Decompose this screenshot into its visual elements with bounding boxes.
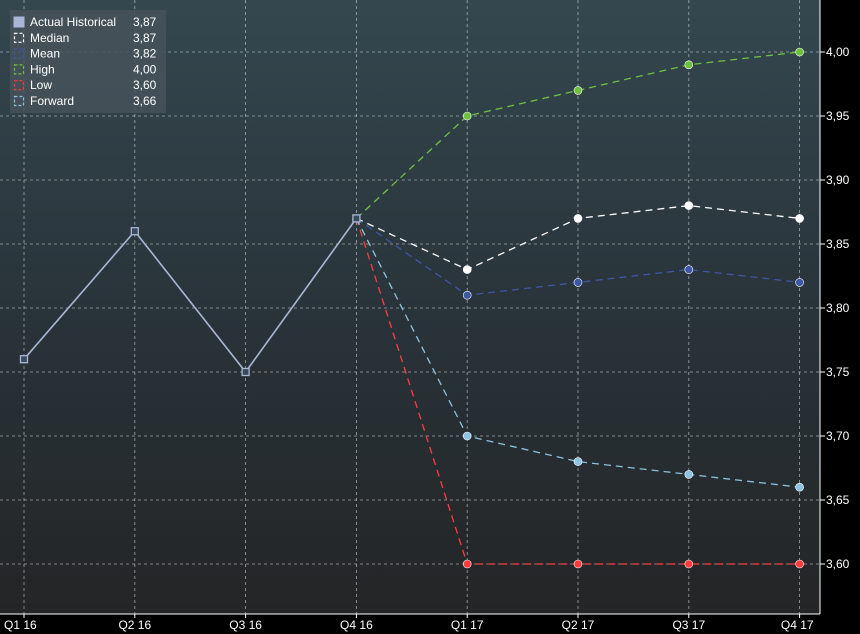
y-tick-label: 4,00: [826, 45, 850, 59]
x-tick-label: Q4 17: [781, 618, 814, 632]
data-point-actual-historical: [241, 367, 250, 377]
legend-value: 3,87: [133, 31, 157, 45]
data-point-mean: [795, 278, 804, 287]
data-point-high: [573, 86, 583, 95]
data-point-forward: [795, 482, 804, 492]
data-point-high: [462, 111, 472, 121]
y-tick-label: 3,60: [826, 557, 850, 571]
legend-label: High: [30, 62, 55, 76]
y-tick-label: 3,75: [826, 365, 850, 379]
bottom-axis-band: [0, 614, 860, 634]
legend-swatch: [13, 32, 25, 43]
series-line-forward: [355, 218, 800, 488]
data-point-median: [462, 265, 472, 274]
legend-swatch: [13, 80, 25, 91]
y-tick-label: 3,85: [826, 237, 850, 251]
data-point-forward: [684, 470, 694, 479]
legend-label: Mean: [30, 47, 60, 61]
y-tick-label: 3,65: [826, 493, 850, 507]
legend-value: 3,82: [133, 47, 157, 61]
data-point-forward: [573, 457, 583, 466]
y-tick-label: 3,80: [826, 301, 850, 315]
legend-label: Low: [30, 78, 52, 92]
x-tick-label: Q2 17: [562, 618, 595, 632]
legend-label: Actual Historical: [30, 15, 116, 29]
legend-swatch: [13, 48, 25, 59]
x-tick-label: Q3 17: [672, 618, 705, 632]
data-point-low: [795, 559, 804, 569]
data-point-mean: [462, 290, 472, 300]
legend-swatch: [13, 95, 25, 107]
x-tick-label: Q1 16: [4, 618, 37, 632]
legend-value: 3,60: [133, 78, 157, 92]
data-point-forward: [462, 431, 472, 441]
legend-swatch: [13, 64, 25, 75]
legend-value: 3,87: [133, 15, 157, 29]
legend-swatch: [13, 16, 25, 28]
legend-box: [10, 10, 166, 113]
data-point-actual-historical: [19, 355, 29, 364]
data-point-high: [795, 47, 804, 57]
y-tick-label: 3,90: [826, 173, 850, 187]
legend-label: Median: [30, 31, 69, 45]
legend-label: Forward: [30, 94, 74, 108]
x-tick-label: Q1 17: [451, 618, 484, 632]
data-point-high: [684, 60, 694, 70]
y-tick-label: 3,70: [826, 429, 850, 443]
right-axis-band: [820, 0, 860, 634]
data-point-median: [684, 201, 694, 210]
x-tick-label: Q3 16: [229, 618, 262, 632]
data-point-median: [795, 214, 804, 223]
data-point-low: [462, 559, 472, 569]
data-point-mean: [573, 278, 583, 287]
data-point-actual-historical: [352, 214, 361, 223]
data-point-actual-historical: [130, 227, 139, 236]
y-tick-label: 3,95: [826, 109, 850, 123]
grid: [0, 0, 820, 614]
data-point-median: [573, 214, 583, 223]
series-markers: [19, 47, 804, 569]
data-point-mean: [684, 265, 694, 274]
legend-value: 4,00: [133, 62, 157, 76]
legend: Actual Historical 3,87 Median 3,87 Mean 3,82 H…: [10, 10, 166, 113]
x-tick-label: Q4 16: [340, 618, 373, 632]
data-point-low: [573, 559, 583, 569]
series-line-actual-historical: [23, 217, 358, 374]
legend-value: 3,66: [133, 94, 157, 108]
data-point-low: [684, 559, 694, 569]
x-tick-label: Q2 16: [118, 618, 151, 632]
